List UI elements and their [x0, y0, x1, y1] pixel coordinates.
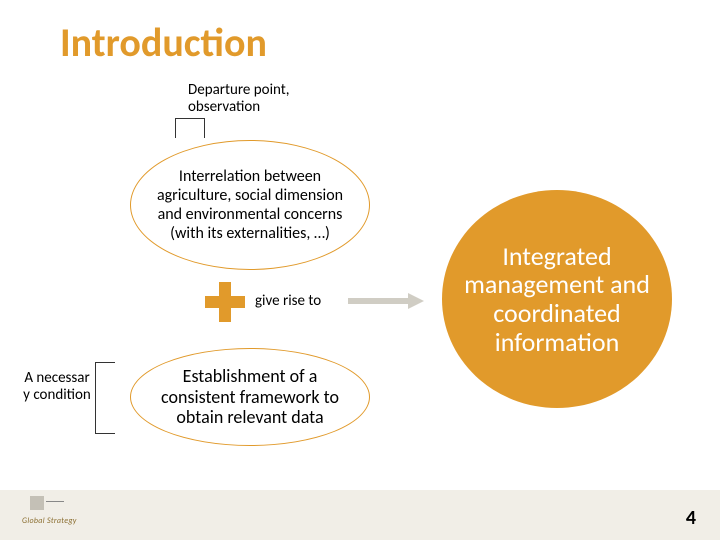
- page-number: 4: [686, 506, 696, 530]
- page-title: Introduction: [60, 18, 267, 67]
- bracket-top: [175, 118, 205, 138]
- integrated-management-ellipse: Integrated management and coordinated in…: [442, 190, 672, 408]
- plus-icon: [205, 282, 245, 322]
- framework-ellipse: Establishment of a consistent framework …: [130, 348, 370, 446]
- bracket-left: [95, 362, 115, 434]
- framework-text: Establishment of a consistent framework …: [145, 366, 355, 428]
- footer-logo-text: Global Strategy: [22, 516, 77, 526]
- departure-label: Departure point,observation: [188, 82, 290, 117]
- integrated-management-text: Integrated management and coordinated in…: [462, 242, 652, 356]
- footer-bar: [0, 490, 720, 540]
- arrow-right-icon: [348, 296, 426, 306]
- necessary-condition-label: A necessar y condition: [22, 370, 92, 403]
- footer-logo: Global Strategy: [22, 496, 78, 534]
- give-rise-label: give rise to: [255, 292, 321, 310]
- interrelation-ellipse: Interrelation between agriculture, socia…: [130, 140, 370, 270]
- interrelation-text: Interrelation between agriculture, socia…: [149, 167, 351, 244]
